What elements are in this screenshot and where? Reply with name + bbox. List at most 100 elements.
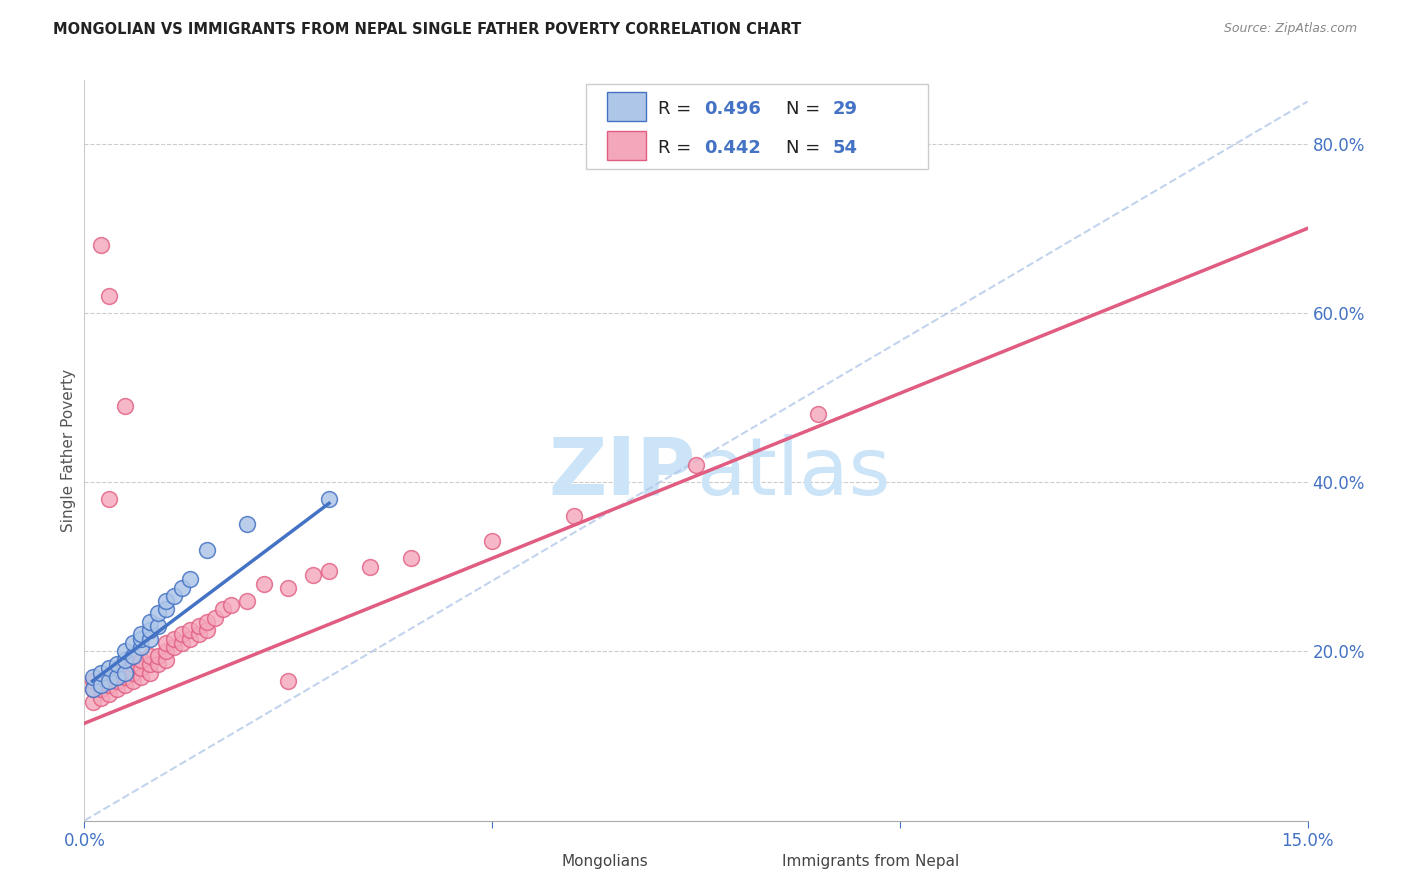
Point xyxy=(562,509,585,524)
Point xyxy=(179,573,201,587)
Text: Immigrants from Nepal: Immigrants from Nepal xyxy=(782,854,959,869)
Point xyxy=(163,640,186,655)
Point xyxy=(138,657,160,672)
FancyBboxPatch shape xyxy=(606,92,645,121)
Text: MONGOLIAN VS IMMIGRANTS FROM NEPAL SINGLE FATHER POVERTY CORRELATION CHART: MONGOLIAN VS IMMIGRANTS FROM NEPAL SINGL… xyxy=(53,22,801,37)
Text: ZIP: ZIP xyxy=(548,434,696,512)
Point xyxy=(82,670,104,684)
Point xyxy=(97,687,120,701)
Point xyxy=(122,673,145,688)
Point xyxy=(105,682,128,697)
Point xyxy=(146,648,169,663)
Point xyxy=(97,673,120,688)
Point xyxy=(131,661,153,675)
Point xyxy=(114,644,136,658)
Point xyxy=(114,670,136,684)
Point xyxy=(163,632,186,646)
Point xyxy=(155,653,177,667)
Point xyxy=(219,598,242,612)
Point xyxy=(187,627,209,641)
Point xyxy=(82,682,104,697)
Text: Mongolians: Mongolians xyxy=(561,854,648,869)
Point xyxy=(187,619,209,633)
Text: 29: 29 xyxy=(832,101,858,119)
Text: N =: N = xyxy=(786,139,827,157)
Text: R =: R = xyxy=(658,139,697,157)
Point xyxy=(146,657,169,672)
Text: Source: ZipAtlas.com: Source: ZipAtlas.com xyxy=(1223,22,1357,36)
Point xyxy=(131,632,153,646)
Point xyxy=(122,665,145,680)
Point xyxy=(97,492,120,507)
Point xyxy=(172,636,194,650)
Point xyxy=(138,624,160,638)
Point xyxy=(114,678,136,692)
Point xyxy=(253,576,276,591)
Point xyxy=(195,624,218,638)
Point xyxy=(90,678,112,692)
Text: 54: 54 xyxy=(832,139,858,157)
Point xyxy=(105,665,128,680)
Point xyxy=(122,657,145,672)
Point xyxy=(131,627,153,641)
Point xyxy=(114,661,136,675)
Point xyxy=(399,551,422,566)
Point xyxy=(807,145,830,160)
FancyBboxPatch shape xyxy=(738,853,773,871)
Point xyxy=(155,602,177,616)
Point xyxy=(236,593,259,607)
Point xyxy=(82,682,104,697)
Text: atlas: atlas xyxy=(696,434,890,512)
Point xyxy=(195,542,218,557)
Point xyxy=(114,399,136,413)
Point xyxy=(105,673,128,688)
Point xyxy=(114,665,136,680)
Point xyxy=(138,632,160,646)
Point xyxy=(97,289,120,303)
Point xyxy=(131,640,153,655)
Point xyxy=(155,593,177,607)
Point xyxy=(138,665,160,680)
Point xyxy=(359,559,381,574)
Point xyxy=(97,661,120,675)
Point xyxy=(82,673,104,688)
FancyBboxPatch shape xyxy=(586,84,928,169)
Point xyxy=(90,682,112,697)
Text: 0.496: 0.496 xyxy=(704,101,762,119)
Point xyxy=(105,670,128,684)
Point xyxy=(97,678,120,692)
Point xyxy=(90,238,112,252)
Point xyxy=(90,665,112,680)
Point xyxy=(105,657,128,672)
Point xyxy=(172,627,194,641)
Point xyxy=(163,590,186,604)
Point xyxy=(301,568,323,582)
FancyBboxPatch shape xyxy=(606,130,645,161)
Point xyxy=(318,564,340,578)
Point xyxy=(90,673,112,688)
Point xyxy=(122,648,145,663)
Text: 0.442: 0.442 xyxy=(704,139,762,157)
Point xyxy=(277,673,299,688)
Point xyxy=(195,615,218,629)
Point xyxy=(685,458,707,473)
Point xyxy=(318,492,340,507)
Point xyxy=(155,644,177,658)
Point xyxy=(155,636,177,650)
Text: R =: R = xyxy=(658,101,697,119)
Point xyxy=(179,624,201,638)
Point xyxy=(138,648,160,663)
Point xyxy=(122,636,145,650)
Point xyxy=(212,602,235,616)
Point xyxy=(82,695,104,709)
Point xyxy=(277,581,299,595)
Point xyxy=(90,690,112,705)
Point xyxy=(146,619,169,633)
Point xyxy=(146,607,169,621)
Point xyxy=(131,670,153,684)
Point xyxy=(481,534,503,549)
Point xyxy=(172,581,194,595)
Point xyxy=(131,653,153,667)
Point xyxy=(807,408,830,422)
Point xyxy=(236,517,259,532)
